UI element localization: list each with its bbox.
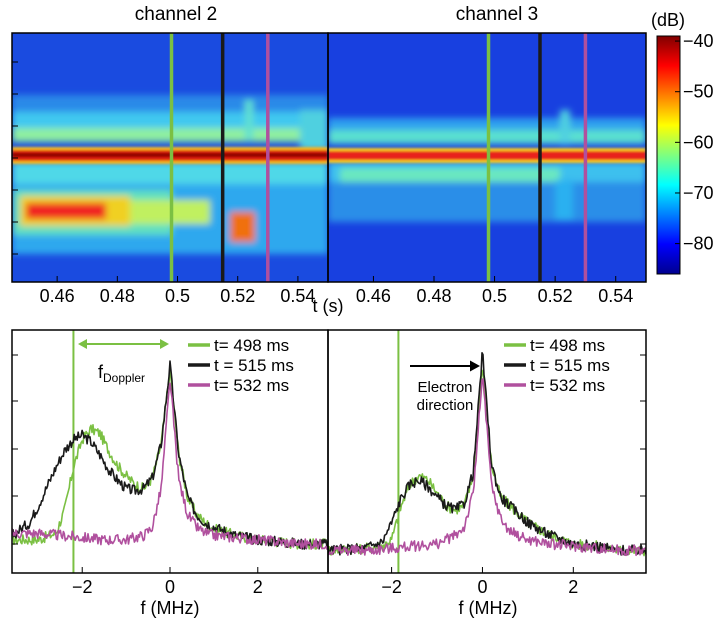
- colorbar-tick-label: −40: [683, 31, 714, 51]
- lineplot-y-ticks: [12, 354, 646, 545]
- colorbar-tick-label: −80: [683, 234, 714, 254]
- electron-annotation: Electron direction: [410, 360, 480, 414]
- legend-label: t= 498 ms: [530, 336, 605, 355]
- lineplot-x-tick-label: 2: [568, 577, 578, 597]
- title-channel-3: channel 3: [456, 4, 538, 25]
- doppler-label-sub: Doppler: [103, 371, 145, 385]
- heatmap-frame-channel-3: [327, 32, 647, 283]
- legend-label: t= 498 ms: [214, 336, 289, 355]
- lineplot-frame-right: [327, 329, 647, 574]
- legend-label: t= 532 ms: [530, 376, 605, 395]
- doppler-arrow-head-right: [160, 339, 169, 349]
- electron-arrow-head: [470, 360, 480, 372]
- series-line-t-515-ms: [328, 352, 646, 556]
- doppler-annotation: fDoppler: [78, 339, 169, 385]
- heatmap-x-tick-label: 0.46: [356, 286, 391, 306]
- heatmap-xlabel: t (s): [313, 296, 344, 316]
- legend-label: t = 515 ms: [530, 356, 610, 375]
- electron-label: Electron direction: [417, 379, 474, 414]
- electron-label-line1: Electron: [417, 379, 472, 396]
- heatmap-x-tick-label: 0.54: [280, 286, 315, 306]
- lineplot-x-tick-label: −2: [381, 577, 402, 597]
- colorbar-tick-label: −50: [683, 82, 714, 102]
- heatmap-x-tick-label: 0.48: [416, 286, 451, 306]
- series-line-t-532-ms: [328, 378, 646, 557]
- colorbar-unit: (dB): [651, 10, 685, 30]
- lineplot-left-xlabel: f (MHz): [141, 598, 200, 618]
- heatmap-x-tick-label: 0.46: [40, 286, 75, 306]
- heatmap-y-ticks: [12, 61, 18, 255]
- colorbar: [657, 36, 680, 274]
- heatmap-x-tick-label: 0.48: [100, 286, 135, 306]
- doppler-label-main: f: [98, 362, 104, 382]
- lineplot-x-tick-label: 0: [477, 577, 487, 597]
- electron-label-line2: direction: [417, 397, 474, 414]
- colorbar-tick-label: −60: [683, 132, 714, 152]
- series-line-t-532-ms: [12, 382, 328, 550]
- lineplot-x-tick-label: 2: [253, 577, 263, 597]
- legend-label: t = 515 ms: [214, 356, 294, 375]
- doppler-label: fDoppler: [98, 362, 145, 385]
- legend-label: t= 532 ms: [214, 376, 289, 395]
- heatmap-x-tick-label: 0.54: [598, 286, 633, 306]
- doppler-arrow-head-left: [78, 339, 87, 349]
- lineplot-x-tick-label: −2: [72, 577, 93, 597]
- lineplot-right-xlabel: f (MHz): [459, 598, 518, 618]
- colorbar-frame: [656, 35, 681, 275]
- heatmap-x-tick-label: 0.52: [220, 286, 255, 306]
- series-line-t-515-ms: [12, 360, 328, 550]
- colorbar-tick-label: −70: [683, 183, 714, 203]
- lineplot-x-tick-label: 0: [165, 577, 175, 597]
- heatmap-x-tick-label: 0.52: [538, 286, 573, 306]
- heatmap-x-tick-label: 0.5: [482, 286, 507, 306]
- title-channel-2: channel 2: [135, 4, 217, 25]
- heatmap-x-tick-label: 0.5: [165, 286, 190, 306]
